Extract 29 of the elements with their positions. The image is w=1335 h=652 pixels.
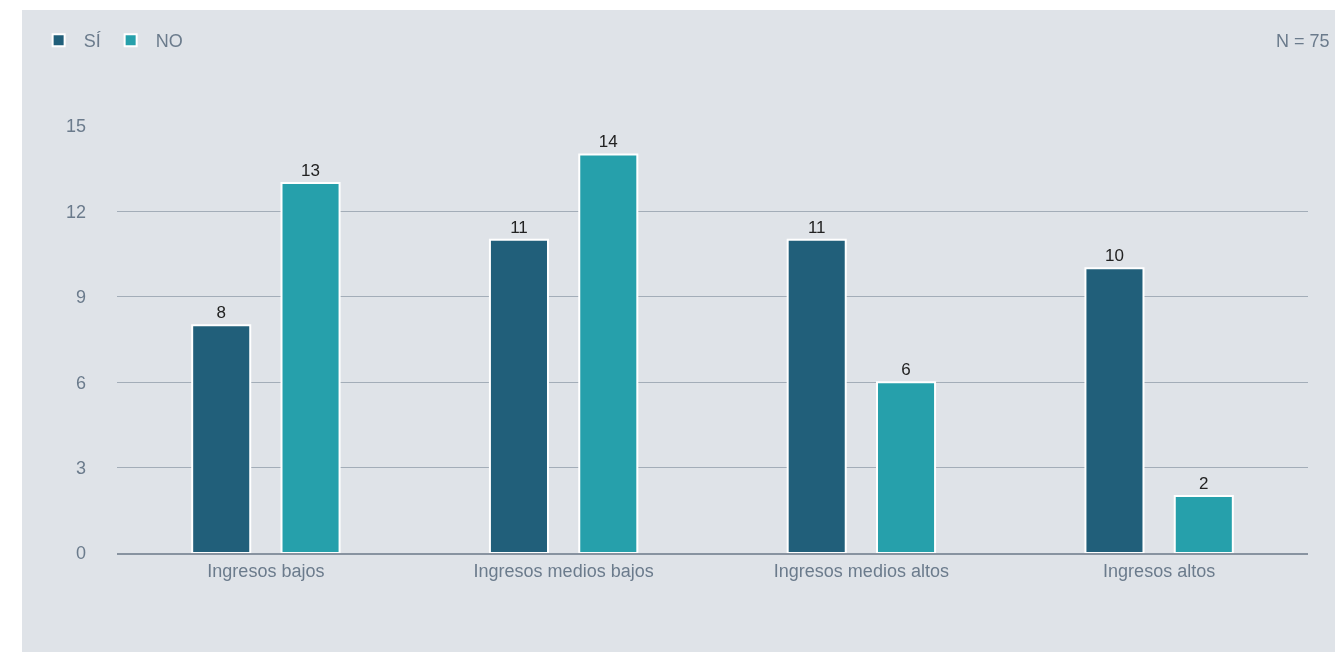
y-tick-label: 3 — [75, 457, 86, 478]
text: N = 75 — [1276, 31, 1330, 51]
x-tick-label: Ingresos medios altos — [773, 560, 949, 581]
bar — [191, 324, 252, 553]
x-tick-label: Ingresos medios bajos — [473, 560, 654, 581]
y-tick-label: 6 — [75, 372, 86, 393]
bar — [488, 238, 549, 553]
bar — [1084, 267, 1145, 553]
data-label: 13 — [301, 160, 320, 180]
bar — [1173, 495, 1234, 553]
data-label: 11 — [807, 217, 826, 237]
y-tick-label: 9 — [75, 287, 86, 308]
y-tick-label: 15 — [65, 116, 86, 137]
data-label: 10 — [1105, 246, 1124, 266]
bar — [786, 238, 847, 553]
data-label: 11 — [510, 217, 528, 237]
data-label: 6 — [901, 360, 911, 380]
y-tick-label: 0 — [75, 543, 86, 564]
y-tick-label: 12 — [65, 201, 86, 222]
x-tick-label: Ingresos bajos — [207, 560, 325, 581]
data-label: 8 — [216, 303, 226, 323]
legend-label: NO — [155, 31, 183, 52]
data-label: 14 — [598, 132, 618, 152]
bar — [578, 153, 639, 553]
legend-label: SÍ — [83, 31, 101, 52]
x-tick-label: Ingresos altos — [1103, 560, 1216, 581]
bar — [280, 181, 341, 553]
bar — [876, 381, 937, 553]
data-label: 2 — [1199, 474, 1209, 494]
